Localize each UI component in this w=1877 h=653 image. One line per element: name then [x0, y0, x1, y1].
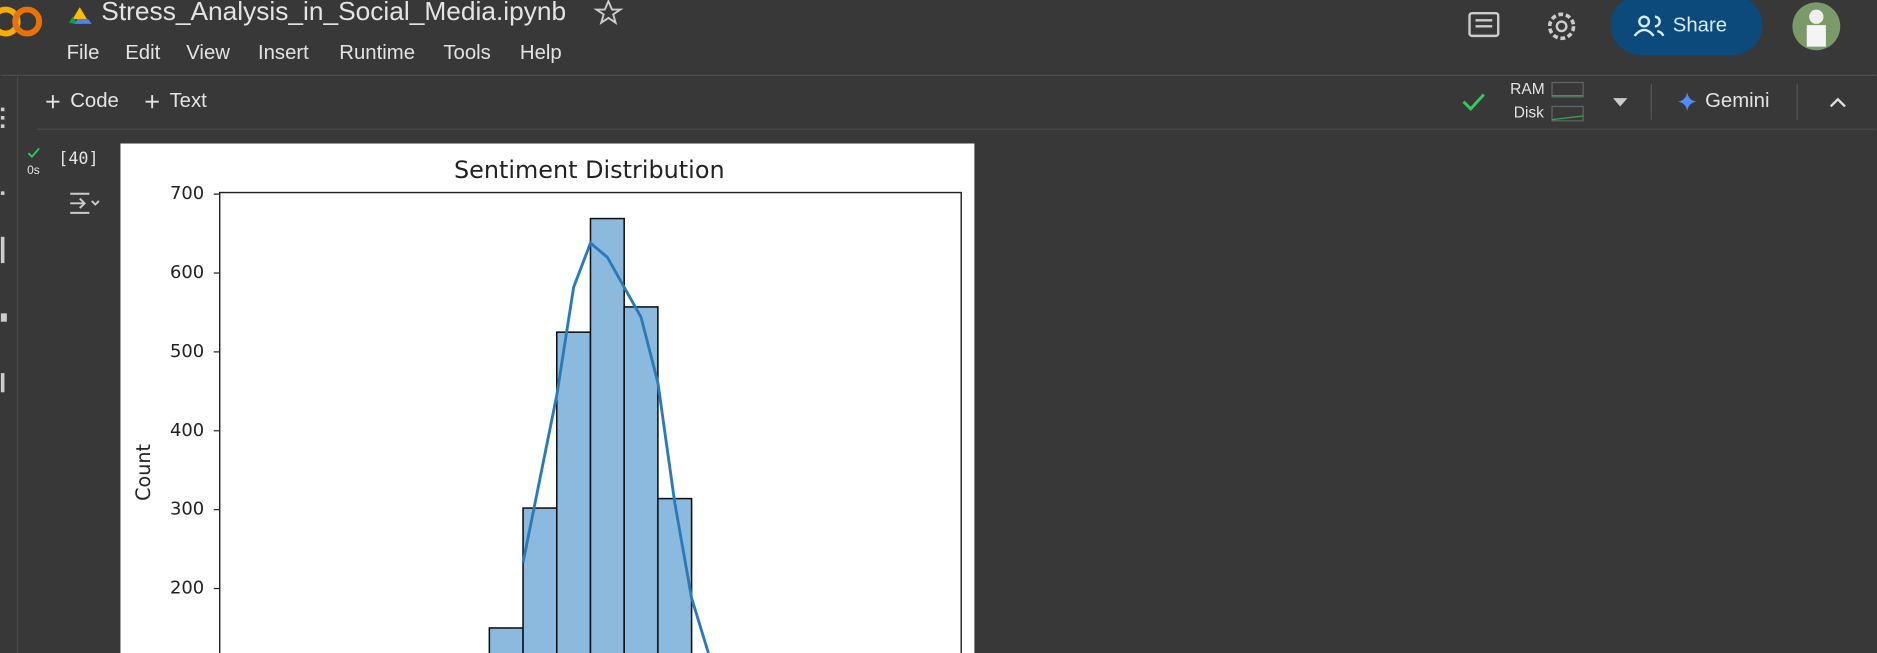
menu-item[interactable]: Runtime: [339, 42, 415, 64]
output-toggle-icon[interactable]: [70, 192, 100, 214]
disk-bar: [1551, 115, 1584, 121]
share-label[interactable]: Share: [1673, 15, 1727, 37]
menu-item[interactable]: File: [67, 42, 100, 64]
y-axis-label: Count: [132, 444, 155, 501]
chart-title: Sentiment Distribution: [454, 156, 725, 184]
gemini-icon[interactable]: [1677, 92, 1697, 112]
y-tick-label: 600: [170, 262, 204, 283]
colab-logo: [0, 6, 43, 37]
kde-line: [521, 240, 710, 653]
histogram-bar: [589, 217, 625, 653]
chart: Sentiment Distribution Count 200 300 400 50…: [132, 156, 962, 653]
ram-label: RAM: [1510, 81, 1545, 98]
run-duration: 0s: [27, 163, 40, 177]
run-status: [27, 147, 40, 158]
ram-meter: [1551, 81, 1584, 98]
star-icon[interactable]: [593, 0, 624, 25]
collapse-icon[interactable]: [1829, 97, 1846, 108]
y-tick-label: 500: [170, 341, 204, 362]
execution-count: [40]: [58, 148, 98, 168]
avatar[interactable]: [1792, 2, 1841, 51]
menu-item[interactable]: View: [186, 42, 230, 64]
share-button[interactable]: Share: [1610, 0, 1763, 56]
resources-dropdown[interactable]: [1613, 98, 1628, 107]
add-code-button[interactable]: Code: [46, 90, 119, 112]
menu-item[interactable]: Help: [520, 42, 562, 64]
y-tick-label: 400: [170, 420, 204, 441]
menu-item[interactable]: Edit: [125, 42, 160, 64]
menu-item[interactable]: Tools: [443, 42, 490, 64]
histogram-bar: [522, 507, 558, 653]
add-code-label[interactable]: Code: [70, 90, 119, 112]
add-text-label[interactable]: Text: [169, 90, 207, 112]
histogram-bar: [657, 497, 693, 653]
notebook-title[interactable]: Stress_Analysis_in_Social_Media.ipynb: [101, 0, 566, 26]
y-tick-label: 700: [170, 183, 204, 204]
sidebar-icons: [0, 107, 7, 393]
plot-frame: [219, 191, 962, 653]
y-tick-label: 300: [170, 499, 204, 520]
gemini-label[interactable]: Gemini: [1705, 90, 1769, 112]
add-text-button[interactable]: Text: [145, 90, 208, 112]
disk-label: Disk: [1514, 105, 1544, 122]
connected-check: [1462, 93, 1485, 111]
drive-icon: [69, 7, 92, 24]
histogram-bar: [555, 331, 592, 653]
settings-icon[interactable]: [1547, 12, 1576, 41]
menu-item[interactable]: Insert: [258, 42, 309, 64]
histogram-bar: [488, 627, 524, 653]
disk-meter: [1551, 105, 1584, 122]
comments-icon[interactable]: [1468, 11, 1500, 38]
y-tick-label: 200: [170, 578, 204, 599]
